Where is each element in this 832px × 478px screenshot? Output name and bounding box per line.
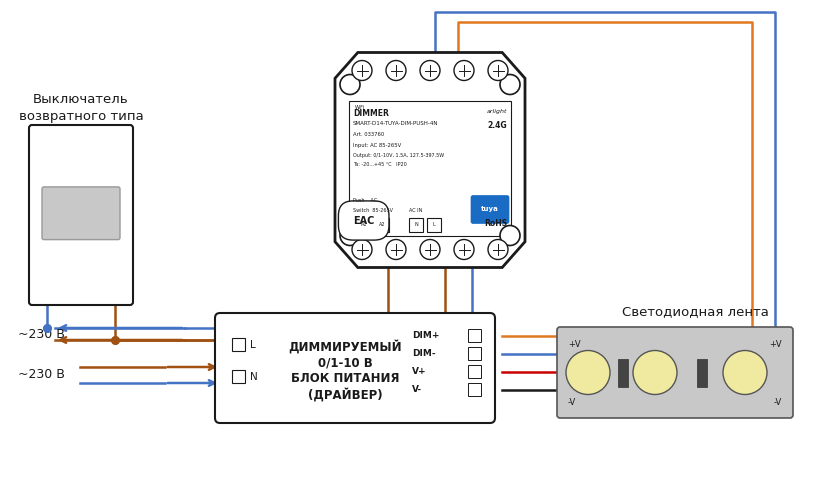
Circle shape xyxy=(723,350,767,394)
Text: RoHS: RoHS xyxy=(484,219,507,228)
Circle shape xyxy=(454,239,474,260)
Text: Push    AC: Push AC xyxy=(353,197,377,203)
Text: 2.4G: 2.4G xyxy=(488,120,507,130)
Text: Выключатель: Выключатель xyxy=(33,93,129,106)
Text: (ДРАЙВЕР): (ДРАЙВЕР) xyxy=(308,388,383,402)
FancyBboxPatch shape xyxy=(29,125,133,305)
Text: L: L xyxy=(433,222,435,227)
Circle shape xyxy=(420,61,440,80)
Text: ~230 В: ~230 В xyxy=(18,369,65,381)
FancyBboxPatch shape xyxy=(471,196,509,224)
Text: Art. 033760: Art. 033760 xyxy=(353,131,384,137)
Circle shape xyxy=(420,239,440,260)
Text: N: N xyxy=(414,222,418,227)
FancyBboxPatch shape xyxy=(215,313,495,423)
Circle shape xyxy=(340,226,360,246)
Text: N: N xyxy=(250,371,258,381)
Text: Switch  85-265V: Switch 85-265V xyxy=(353,207,393,213)
Text: tuya: tuya xyxy=(481,206,499,213)
Bar xyxy=(232,338,245,351)
Text: +V: +V xyxy=(770,340,782,349)
Text: Ta: -20...+45 °C   IP20: Ta: -20...+45 °C IP20 xyxy=(353,162,407,166)
FancyBboxPatch shape xyxy=(42,187,120,239)
Circle shape xyxy=(340,75,360,95)
Circle shape xyxy=(488,239,508,260)
Bar xyxy=(468,347,481,360)
Circle shape xyxy=(352,239,372,260)
Circle shape xyxy=(566,350,610,394)
Text: AC IN: AC IN xyxy=(409,207,423,213)
Circle shape xyxy=(386,61,406,80)
Text: -V: -V xyxy=(568,398,577,407)
Text: БЛОК ПИТАНИЯ: БЛОК ПИТАНИЯ xyxy=(290,372,399,385)
Bar xyxy=(375,217,389,231)
Text: V-: V- xyxy=(412,385,422,394)
Text: Output: 0/1-10V, 1.5A, 127.5-397.5W: Output: 0/1-10V, 1.5A, 127.5-397.5W xyxy=(353,152,444,157)
Bar xyxy=(232,370,245,383)
Text: возвратного типа: возвратного типа xyxy=(18,110,143,123)
Text: WiFi: WiFi xyxy=(355,105,365,109)
Circle shape xyxy=(386,239,406,260)
Text: +V: +V xyxy=(568,340,581,349)
Text: EAC: EAC xyxy=(353,216,374,226)
Text: DIMMER: DIMMER xyxy=(353,109,389,118)
Circle shape xyxy=(352,61,372,80)
Text: Светодиодная лента: Светодиодная лента xyxy=(622,305,769,318)
Bar xyxy=(357,217,371,231)
Bar xyxy=(409,217,423,231)
Text: V+: V+ xyxy=(412,368,427,377)
Bar xyxy=(468,383,481,396)
Circle shape xyxy=(633,350,677,394)
Text: ДИММИРУЕМЫЙ: ДИММИРУЕМЫЙ xyxy=(288,340,402,354)
Text: DIM+: DIM+ xyxy=(412,332,439,340)
Circle shape xyxy=(488,61,508,80)
Text: 0/1-10 В: 0/1-10 В xyxy=(318,356,373,369)
Text: A1: A1 xyxy=(361,222,367,227)
Polygon shape xyxy=(335,53,525,268)
Bar xyxy=(468,329,481,342)
Circle shape xyxy=(500,75,520,95)
Text: L: L xyxy=(250,339,255,349)
Text: -V: -V xyxy=(774,398,782,407)
Text: arlight: arlight xyxy=(487,109,507,113)
Text: SMART-D14-TUYA-DIM-PUSH-4N: SMART-D14-TUYA-DIM-PUSH-4N xyxy=(353,120,438,126)
Bar xyxy=(697,358,707,387)
Text: A2: A2 xyxy=(379,222,385,227)
Circle shape xyxy=(500,226,520,246)
Bar xyxy=(349,100,511,236)
FancyBboxPatch shape xyxy=(557,327,793,418)
Circle shape xyxy=(454,61,474,80)
Text: DIM-: DIM- xyxy=(412,349,436,358)
Bar xyxy=(618,358,628,387)
Bar xyxy=(468,365,481,378)
Text: ~230 В: ~230 В xyxy=(18,328,65,341)
Text: Input: AC 85-265V: Input: AC 85-265V xyxy=(353,142,401,148)
Bar xyxy=(427,217,441,231)
